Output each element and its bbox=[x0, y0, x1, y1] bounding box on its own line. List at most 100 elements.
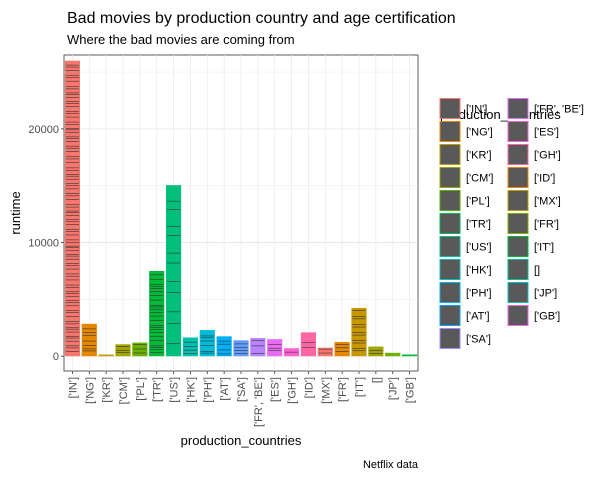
legend-item: [] bbox=[507, 259, 540, 280]
legend-label: ['IT'] bbox=[534, 242, 554, 254]
bar bbox=[351, 307, 367, 357]
legend-label: ['HK'] bbox=[466, 265, 492, 277]
legend-item: ['AT'] bbox=[439, 305, 490, 326]
legend-key bbox=[439, 236, 461, 257]
bar-group bbox=[351, 307, 367, 357]
legend-label: ['FR'] bbox=[534, 219, 559, 231]
legend-item: ['IT'] bbox=[507, 236, 554, 257]
x-tick-label: ['ID'] bbox=[303, 377, 315, 398]
legend-key bbox=[439, 328, 461, 349]
legend-key bbox=[507, 282, 529, 303]
legend-label: ['SA'] bbox=[466, 334, 491, 346]
legend-item: ['MX'] bbox=[507, 190, 561, 211]
bar-group bbox=[132, 342, 148, 357]
x-tick-label: ['IT'] bbox=[354, 377, 366, 397]
legend-label: ['AT'] bbox=[466, 311, 490, 323]
x-tick-label: ['CM'] bbox=[118, 377, 130, 404]
legend-key bbox=[507, 167, 529, 188]
legend-key bbox=[439, 167, 461, 188]
x-tick-label: ['JP'] bbox=[388, 377, 400, 400]
legend-item: ['ID'] bbox=[507, 167, 555, 188]
legend-key bbox=[507, 236, 529, 257]
bar-group bbox=[216, 336, 232, 357]
x-tick-label: ['ES'] bbox=[270, 377, 282, 402]
x-tick-label: ['KR'] bbox=[101, 377, 113, 403]
legend-item: ['NG'] bbox=[439, 121, 493, 142]
legend-key bbox=[439, 259, 461, 280]
bar bbox=[401, 354, 418, 357]
bar bbox=[64, 60, 81, 357]
bar-group bbox=[199, 330, 215, 357]
bar-group bbox=[115, 344, 131, 357]
bar-group bbox=[317, 347, 333, 357]
bar-group bbox=[368, 346, 384, 357]
legend-key bbox=[507, 259, 529, 280]
bar bbox=[250, 338, 266, 357]
legend-label: ['ES'] bbox=[534, 127, 559, 139]
x-tick-label: ['FR', 'BE'] bbox=[253, 377, 265, 427]
y-axis-title: runtime bbox=[8, 191, 23, 234]
legend-item: ['PH'] bbox=[439, 282, 492, 303]
bar bbox=[115, 344, 131, 357]
x-tick-label: ['TR'] bbox=[152, 377, 164, 402]
legend-item: ['ES'] bbox=[507, 121, 559, 142]
x-tick-label: ['PL'] bbox=[135, 377, 147, 401]
bar bbox=[300, 332, 317, 357]
bar-group bbox=[385, 352, 401, 357]
bar bbox=[149, 270, 165, 357]
legend-label: ['GH'] bbox=[534, 150, 561, 162]
legend-key bbox=[507, 144, 529, 165]
y-tick-label: 0 bbox=[53, 351, 59, 363]
y-tick-label: 20000 bbox=[28, 124, 59, 136]
bar bbox=[334, 342, 350, 357]
legend-key bbox=[439, 121, 461, 142]
legend-label: ['US'] bbox=[466, 242, 492, 254]
x-axis: ['IN'] ['NG'] ['KR'] ['CM'] ['PL'] ['TR'] ['US… bbox=[67, 371, 417, 427]
legend-title: production_countries bbox=[440, 107, 561, 122]
legend-label: ['NG'] bbox=[466, 127, 493, 139]
legend-label: ['GB'] bbox=[534, 311, 560, 323]
bar-group bbox=[81, 323, 97, 357]
legend-item: ['GB'] bbox=[507, 305, 560, 326]
bar-group bbox=[98, 354, 114, 357]
x-tick-label: ['GB'] bbox=[405, 377, 417, 403]
bar bbox=[199, 330, 215, 357]
legend-label: ['ID'] bbox=[534, 173, 555, 185]
legend-label: ['TR'] bbox=[466, 219, 491, 231]
legend-item: ['FR'] bbox=[507, 213, 559, 234]
legend-key bbox=[439, 144, 461, 165]
x-tick-label: ['IN'] bbox=[67, 377, 79, 398]
legend-item: ['KR'] bbox=[439, 144, 492, 165]
legend-item: ['US'] bbox=[439, 236, 492, 257]
legend-label: ['FR', 'BE'] bbox=[534, 104, 584, 116]
bar-group bbox=[283, 348, 300, 357]
bar bbox=[233, 340, 249, 357]
legend-item: ['IN'] bbox=[439, 98, 487, 119]
x-tick-label: [] bbox=[371, 377, 383, 383]
bar-group bbox=[149, 270, 165, 357]
x-tick-label: ['FR'] bbox=[337, 377, 349, 402]
legend-key bbox=[507, 213, 529, 234]
legend-label: ['JP'] bbox=[534, 288, 557, 300]
legend-key bbox=[507, 190, 529, 211]
y-axis: 0 10000 20000 bbox=[28, 124, 64, 363]
legend-key bbox=[439, 282, 461, 303]
legend-label: ['MX'] bbox=[534, 196, 561, 208]
bar-group bbox=[182, 337, 199, 357]
legend-item: ['TR'] bbox=[439, 213, 491, 234]
legend-key bbox=[507, 98, 529, 119]
bar bbox=[216, 336, 232, 357]
bar-group bbox=[233, 340, 249, 357]
bar bbox=[165, 185, 182, 357]
bar-group bbox=[250, 338, 266, 357]
legend-key bbox=[439, 98, 461, 119]
legend-label: [] bbox=[534, 265, 540, 277]
bar bbox=[267, 339, 283, 357]
bar-group bbox=[334, 342, 350, 357]
x-tick-label: ['GH'] bbox=[287, 377, 299, 404]
legend-item: ['CM'] bbox=[439, 167, 493, 188]
bar-group bbox=[401, 354, 418, 357]
legend-item: ['FR', 'BE'] bbox=[507, 98, 584, 119]
bar bbox=[368, 346, 384, 357]
legend-label: ['KR'] bbox=[466, 150, 492, 162]
